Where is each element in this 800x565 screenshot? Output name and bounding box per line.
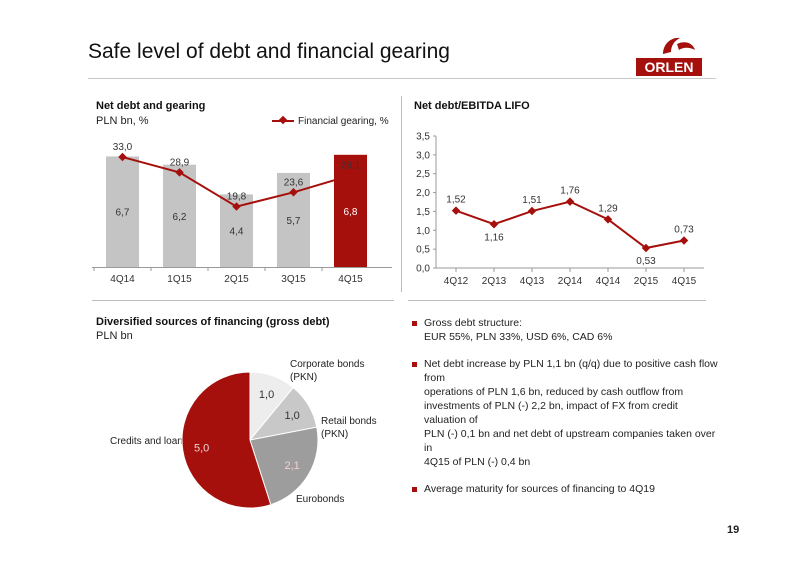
bar-value-label: 6,8: [344, 207, 358, 218]
bar-value-label: 6,2: [173, 212, 187, 223]
pie-slice: [249, 426, 319, 506]
legend-label: Financial gearing, %: [298, 116, 389, 127]
leverage-point: [565, 197, 575, 206]
horizontal-divider-right: [408, 300, 706, 301]
gearing-point: [346, 171, 355, 180]
bar-value-label: 5,7: [287, 216, 301, 227]
bar-value-label: 6,7: [116, 208, 130, 219]
leverage-value-label: 1,52: [446, 195, 466, 206]
x-tick-label: 4Q15: [672, 276, 697, 287]
pie-category-label: (PKN): [290, 372, 317, 383]
gearing-chart-subtitle: PLN bn, %: [96, 115, 149, 127]
x-tick-label: 4Q13: [520, 276, 545, 287]
pie-category-label: Eurobonds: [296, 494, 344, 505]
pie-category-label: (PKN): [321, 429, 348, 440]
gearing-value-label: 33,0: [113, 142, 133, 153]
bullet-item: Average maturity for sources of financin…: [410, 482, 720, 496]
leverage-value-label: 1,76: [560, 186, 580, 197]
x-tick-label: 4Q14: [596, 276, 621, 287]
horizontal-divider-left: [92, 300, 394, 301]
bullet-text-line: Gross debt structure:: [424, 317, 523, 329]
x-tick-label: 2Q15: [634, 276, 659, 287]
bullet-marker: [412, 362, 417, 367]
x-tick-label: 2Q15: [224, 274, 249, 285]
financing-pie-chart: Corporate bonds (PKN) Retail bonds (PKN)…: [110, 359, 377, 509]
x-tick-label: 4Q12: [444, 276, 469, 287]
y-tick-label: 3,0: [416, 150, 430, 161]
x-tick-label: 2Q13: [482, 276, 507, 287]
title-divider: [88, 78, 716, 79]
bullet-text-line: Net debt increase by PLN 1,1 bn (q/q) du…: [424, 358, 718, 384]
bullet-text-line: PLN (-) 0,1 bn and net debt of upstream …: [424, 428, 716, 454]
bullet-marker: [412, 321, 417, 326]
y-tick-label: 0,5: [416, 245, 430, 256]
x-tick-label: 3Q15: [281, 274, 306, 285]
bullet-text-line: investments of PLN (-) 2,2 bn, impact of…: [424, 400, 678, 426]
leverage-point: [489, 220, 499, 229]
logo-eagle-shape: [663, 37, 680, 54]
y-tick-label: 1,0: [416, 226, 430, 237]
y-tick-label: 2,0: [416, 188, 430, 199]
bar-value-label: 4,4: [230, 227, 244, 238]
leverage-value-label: 1,51: [522, 195, 542, 206]
gearing-chart: 6,7 4Q14 6,2 1Q15 4,4 2Q15 5,7 3Q15 6,8 4Q15 33,0 2…: [92, 142, 392, 285]
logo-text: ORLEN: [645, 59, 694, 75]
gearing-value-label: 28,1: [341, 160, 361, 171]
page-number: 19: [727, 524, 740, 536]
pie-category-label: Retail bonds: [321, 416, 377, 427]
leverage-value-label: 0,73: [674, 224, 694, 235]
legend-line-marker: [272, 116, 294, 125]
pie-value-label: 5,0: [194, 443, 209, 455]
y-tick-label: 1,5: [416, 207, 430, 218]
pie-slice: [181, 371, 272, 509]
gearing-value-label: 28,9: [170, 157, 190, 168]
y-tick-label: 2,5: [416, 169, 430, 180]
gearing-legend: Financial gearing, %: [272, 116, 389, 127]
bullet-list: Gross debt structure: EUR 55%, PLN 33%, U…: [410, 316, 720, 509]
bullet-text-line: Average maturity for sources of financin…: [424, 483, 655, 495]
y-tick-label: 3,5: [416, 132, 430, 143]
leverage-point: [679, 236, 689, 245]
logo-eagle-wing: [677, 42, 695, 50]
debt-bar: [106, 156, 139, 267]
leverage-chart-title: Net debt/EBITDA LIFO: [414, 100, 530, 112]
bullet-text-line: EUR 55%, PLN 33%, USD 6%, CAD 6%: [424, 331, 613, 343]
pie-value-label: 2,1: [284, 460, 299, 472]
vertical-divider: [401, 96, 402, 292]
gearing-value-label: 23,6: [284, 177, 304, 188]
x-tick-label: 1Q15: [167, 274, 192, 285]
y-tick-label: 0,0: [416, 264, 430, 275]
bullet-text-line: 4Q15 of PLN (-) 0,4 bn: [424, 456, 531, 468]
pie-category-label: Corporate bonds: [290, 359, 365, 370]
pie-category-label: Credits and loans: [110, 436, 188, 447]
x-tick-label: 2Q14: [558, 276, 583, 287]
gearing-chart-title: Net debt and gearing: [96, 100, 206, 112]
bullet-text-line: operations of PLN 1,6 bn, reduced by cas…: [424, 386, 684, 398]
gearing-value-label: 19,8: [227, 192, 247, 203]
page-title: Safe level of debt and financial gearing: [88, 40, 450, 63]
bullet-item: Net debt increase by PLN 1,1 bn (q/q) du…: [410, 357, 720, 469]
debt-bar: [163, 164, 196, 267]
financing-chart-title: Diversified sources of financing (gross …: [96, 316, 330, 328]
leverage-chart: 0,0 0,5 1,0 1,5 2,0 2,5 3,0 3,5 4Q12 1,52 2Q13 1,16…: [416, 132, 704, 287]
leverage-value-label: 1,29: [598, 203, 618, 214]
pie-value-label: 1,0: [259, 389, 274, 401]
orlen-logo: ORLEN: [636, 37, 702, 76]
leverage-value-label: 0,53: [636, 256, 656, 267]
logo-badge: [636, 58, 702, 76]
bullet-marker: [412, 487, 417, 492]
leverage-point: [451, 206, 461, 215]
gearing-point: [232, 202, 241, 211]
x-tick-label: 4Q14: [110, 274, 135, 285]
x-tick-label: 4Q15: [338, 274, 363, 285]
financing-chart-subtitle: PLN bn: [96, 330, 133, 342]
gearing-point: [289, 188, 298, 197]
bullet-item: Gross debt structure: EUR 55%, PLN 33%, U…: [410, 316, 720, 344]
pie-value-label: 1,0: [284, 410, 299, 422]
leverage-value-label: 1,16: [484, 232, 504, 243]
leverage-point: [527, 206, 537, 216]
